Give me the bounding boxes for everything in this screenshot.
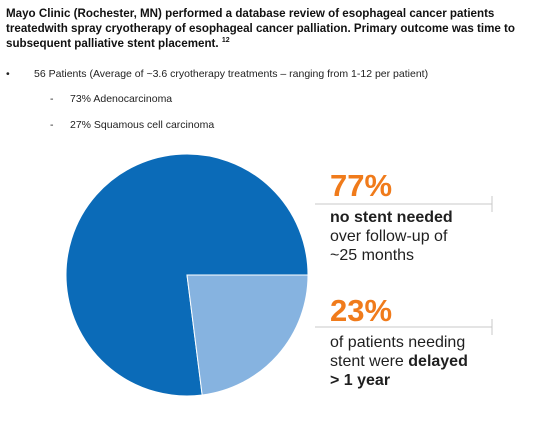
leader-lines <box>315 196 493 335</box>
bullet-dot-icon: • <box>6 68 10 80</box>
callout-23-line-1: of patients needing <box>330 334 466 351</box>
sub-item-text: 27% Squamous cell carcinoma <box>70 119 215 131</box>
bullet-list: • 56 Patients (Average of ~3.6 cryothera… <box>6 67 532 132</box>
callout-77-line-1: no stent needed <box>330 209 453 226</box>
callout-77: 77% no stent needed over follow-up of ~2… <box>330 169 530 265</box>
sub-item-adenocarcinoma: - 73% Adenocarcinoma <box>6 92 532 106</box>
bullet-item-patients: • 56 Patients (Average of ~3.6 cryothera… <box>6 67 532 81</box>
citation-superscript: 12 <box>221 37 230 45</box>
callout-23-line-2-prefix: stent were <box>330 353 404 370</box>
pie-slice-23 <box>186 274 309 396</box>
callout-23: 23% of patients needing stent were delay… <box>330 294 530 390</box>
callout-23-line-2: stent were delayed <box>330 352 530 371</box>
pie-slices <box>65 153 309 397</box>
dash-icon: - <box>50 119 54 131</box>
dash-icon: - <box>50 93 54 105</box>
intro-paragraph: Mayo Clinic (Rochester, MN) performed a … <box>6 6 532 51</box>
sub-item-text: 73% Adenocarcinoma <box>70 93 173 105</box>
sub-item-squamous: - 27% Squamous cell carcinoma <box>6 118 532 132</box>
callout-23-line-2-bold: delayed <box>408 353 468 370</box>
callout-77-line-2: over follow-up of <box>330 228 448 245</box>
callout-77-line-3: ~25 months <box>330 247 415 264</box>
intro-text: Mayo Clinic (Rochester, MN) performed a … <box>6 7 515 50</box>
callout-value-77: 77% <box>330 168 393 203</box>
bullet-text: 56 Patients (Average of ~3.6 cryotherapy… <box>34 68 429 80</box>
callout-value-23: 23% <box>330 293 393 328</box>
callout-23-line-3: > 1 year <box>330 372 391 389</box>
